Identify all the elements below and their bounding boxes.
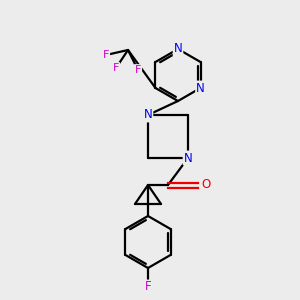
Text: N: N [174, 43, 182, 56]
Text: F: F [103, 50, 109, 60]
Text: O: O [201, 178, 211, 191]
Text: F: F [135, 65, 141, 75]
Text: N: N [196, 82, 205, 94]
Text: N: N [144, 109, 152, 122]
Text: N: N [184, 152, 192, 164]
Text: F: F [145, 280, 151, 293]
Text: F: F [113, 63, 119, 73]
